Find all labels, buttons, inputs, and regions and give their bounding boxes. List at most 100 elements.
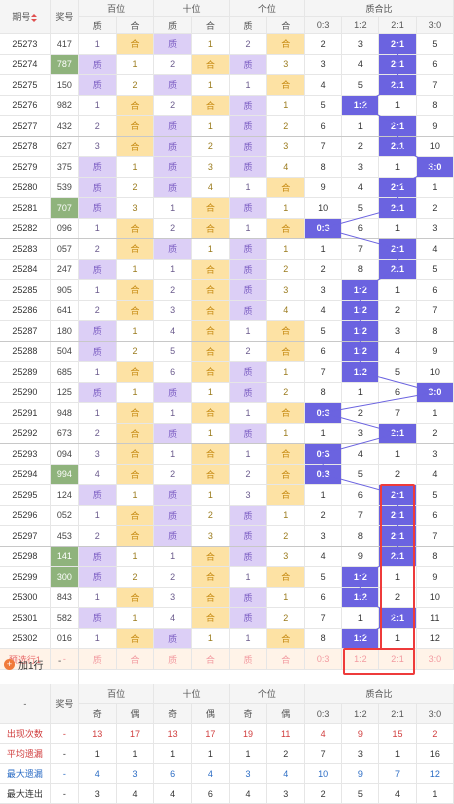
predict-cell[interactable]: 合: [191, 648, 230, 670]
stats-value-cell: 9: [341, 763, 380, 784]
table-row: 25281 707 质 3 1 合质 1 10 5 2:1 2: [0, 197, 454, 219]
composite-cell: 1: [191, 74, 230, 96]
ratio-cell: 3: [304, 525, 343, 547]
ratio-cell: 8: [304, 382, 343, 403]
stats-value-cell: 1: [116, 743, 155, 764]
prime-cell: 质: [228, 259, 268, 280]
prime-cell: 1: [77, 628, 117, 649]
ratio-cell: 5: [378, 361, 417, 383]
prime-cell: 2: [77, 300, 117, 321]
composite-cell: 2: [191, 136, 230, 157]
prime-cell: 4: [153, 320, 192, 342]
ratio-cell: 2:1: [378, 33, 417, 55]
composite-cell: 2: [116, 341, 155, 362]
issue-header[interactable]: 期号: [0, 0, 51, 34]
ratio-cell: 2: [341, 136, 380, 157]
composite-cell: 1: [266, 238, 306, 260]
prime-cell: 质: [153, 156, 192, 178]
ratio-cell: 2:1: [378, 484, 417, 506]
sub-header: 合: [266, 16, 306, 34]
stats-value-cell: 7: [378, 763, 417, 784]
composite-cell: 1: [266, 197, 306, 219]
ratio-cell: 4: [416, 238, 454, 260]
composite-cell: 合: [266, 443, 306, 465]
ratio-cell: 10: [416, 587, 454, 608]
composite-cell: 合: [266, 402, 306, 424]
stats-sub-header: 奇: [229, 703, 268, 724]
prime-cell: 质: [153, 115, 192, 137]
ratio-cell: 3:0: [416, 156, 454, 178]
composite-cell: 1: [116, 546, 155, 567]
award-cell: 247: [50, 259, 79, 280]
sub-header: 合: [116, 16, 155, 34]
table-row: 25294 994 4 合 2 合 2 合 0:3 5 2 4: [0, 464, 454, 485]
prime-cell: 2: [153, 566, 192, 588]
predict-ratio[interactable]: 2:1: [378, 648, 417, 670]
issue-cell: 25274: [0, 54, 51, 75]
stats-value-cell: 9: [341, 723, 380, 744]
composite-cell: 2: [266, 382, 306, 403]
table-row: 25290 125 质 1 质 1 质 2 8 1 6 3:0: [0, 382, 454, 403]
sort-arrows-icon[interactable]: [31, 13, 38, 22]
ratio-cell: 3: [341, 33, 380, 55]
add-row-button[interactable]: + 加1行: [4, 656, 44, 672]
award-cell: 417: [50, 33, 79, 55]
predict-ratio[interactable]: 0:3: [304, 648, 343, 670]
ratio-cell: 5: [416, 259, 454, 280]
composite-cell: 合: [116, 443, 155, 465]
composite-cell: 合: [116, 464, 155, 485]
award-cell: 673: [50, 423, 79, 444]
prime-cell: 1: [228, 320, 268, 342]
ratio-cell: 1: [341, 607, 380, 629]
table-row: 25285 905 1 合 2 合质 3 3 1:2 1 6: [0, 279, 454, 301]
predict-cell[interactable]: 质: [153, 648, 192, 670]
ratio-cell: 1: [341, 115, 380, 137]
prime-cell: 1: [77, 95, 117, 116]
prime-cell: 1: [153, 402, 192, 424]
composite-cell: 1: [266, 361, 306, 383]
predict-cell[interactable]: 质: [228, 648, 268, 670]
ratio-cell: 2: [378, 587, 417, 608]
ratio-cell: 9: [341, 546, 380, 567]
composite-cell: 合: [191, 320, 230, 342]
ratio-cell: 1:2: [341, 566, 380, 588]
ratio-cell: 4: [304, 546, 343, 567]
prime-cell: 质: [153, 33, 192, 55]
prime-cell: 2: [228, 341, 268, 362]
ratio-cell: 7: [304, 361, 343, 383]
prime-cell: 1: [77, 279, 117, 301]
issue-cell: 25283: [0, 238, 51, 260]
composite-cell: 2: [191, 505, 230, 526]
award-cell: 094: [50, 443, 79, 465]
issue-cell: 25292: [0, 423, 51, 444]
predict-cell[interactable]: 合: [116, 648, 155, 670]
composite-cell: 合: [116, 300, 155, 321]
ratio-cell: 1: [341, 382, 380, 403]
composite-cell: 合: [191, 607, 230, 629]
ratio-cell: 2:1: [378, 607, 417, 629]
issue-cell: 25300: [0, 587, 51, 608]
stats-sub-header: 偶: [116, 703, 155, 724]
issue-cell: 25297: [0, 525, 51, 547]
predict-cell[interactable]: 质: [77, 648, 117, 670]
prime-cell: 质: [228, 300, 268, 321]
predict-cell[interactable]: 合: [266, 648, 306, 670]
table-row: 25298 141 质 1 1 合质 3 4 9 2:1 8: [0, 546, 454, 567]
table-body: 25273 417 1 合质 1 2 合 2 3 2:1 5 25274 787 质 1 2 合质 3 3 4 2:1 6…: [0, 33, 454, 649]
add-row-label: 加1行: [18, 660, 44, 672]
predict-row[interactable]: 预选行1 - 质 合 质 合 质 合 0:3 1:2 2:1 3:0: [0, 648, 454, 670]
prime-cell: 质: [77, 566, 117, 588]
issue-cell: 25294: [0, 464, 51, 485]
prime-cell: 质: [77, 484, 117, 506]
ratio-cell: 9: [416, 566, 454, 588]
predict-ratio[interactable]: 1:2: [341, 648, 380, 670]
stats-row: 出现次数 -13 17 13 17 19 11 4 9 15 2: [0, 723, 454, 744]
ratio-cell: 6: [416, 279, 454, 301]
prime-cell: 质: [77, 320, 117, 342]
ratio-cell: 2:1: [378, 74, 417, 96]
table-row: 25293 094 3 合 1 合 1 合 0:3 4 1 3: [0, 443, 454, 465]
ratio-cell: 2:1: [378, 505, 417, 526]
composite-cell: 3: [266, 54, 306, 75]
prime-cell: 质: [153, 525, 192, 547]
predict-ratio[interactable]: 3:0: [416, 648, 454, 670]
